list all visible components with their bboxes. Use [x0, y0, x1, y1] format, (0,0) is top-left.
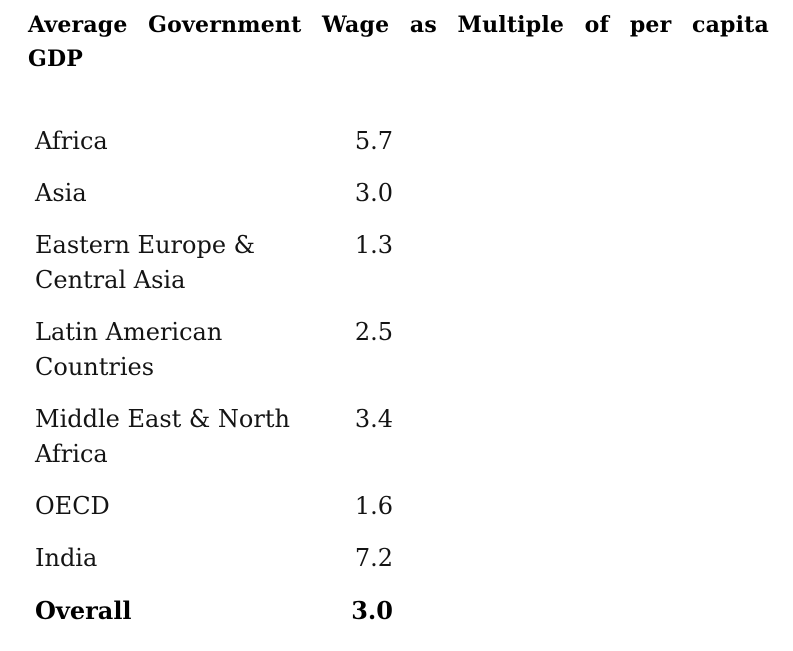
row-label: Overall — [35, 596, 132, 625]
row-value: 5.7 — [354, 127, 393, 155]
chart-title: Average Government Wage as Multiple of p… — [28, 8, 769, 76]
table-row: Africa 5.7 — [35, 124, 394, 159]
row-value: 3.4 — [354, 405, 393, 433]
table-row: Eastern Europe & Central Asia 1.3 — [35, 228, 394, 298]
row-label: Eastern Europe & Central Asia — [35, 231, 256, 294]
row-value: 1.6 — [354, 492, 393, 520]
row-value: 1.3 — [354, 231, 393, 259]
table-row: Overall 3.0 — [35, 593, 394, 628]
row-value: 2.5 — [354, 318, 393, 346]
row-label: India — [35, 544, 98, 572]
table-body: Africa 5.7 Asia 3.0 Eastern Europe & Central… — [35, 124, 394, 645]
row-label: Africa — [35, 127, 108, 155]
row-value: 3.0 — [351, 596, 393, 625]
table-row: India 7.2 — [35, 541, 394, 576]
row-value: 7.2 — [354, 544, 393, 572]
chart-title-line2: GDP — [28, 46, 84, 72]
table-row: OECD 1.6 — [35, 489, 394, 524]
table-row: Asia 3.0 — [35, 176, 394, 211]
table-row: Middle East & North Africa 3.4 — [35, 402, 394, 472]
row-label: Asia — [35, 179, 87, 207]
row-label: Latin American Countries — [35, 318, 223, 381]
table-row: Latin American Countries 2.5 — [35, 315, 394, 385]
chart-title-line1: Average Government Wage as Multiple of p… — [28, 12, 769, 38]
row-value: 3.0 — [354, 179, 393, 207]
row-label: Middle East & North Africa — [35, 405, 290, 468]
row-label: OECD — [35, 492, 110, 520]
